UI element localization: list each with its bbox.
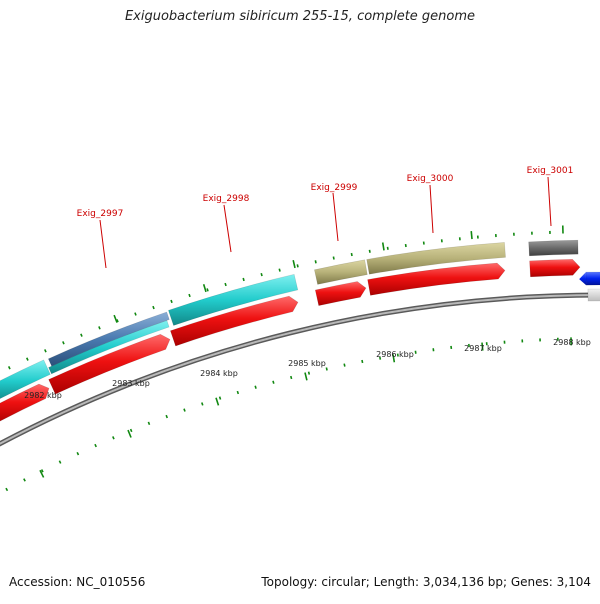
outer-minor-tick: [207, 288, 208, 291]
outer-major-tick: [471, 231, 472, 239]
inner-minor-tick: [273, 381, 274, 384]
inner-major-tick: [305, 373, 307, 381]
gene-label-leader: [224, 205, 231, 252]
inner-minor-tick: [59, 461, 60, 464]
inner-minor-tick: [344, 364, 345, 367]
outer-minor-tick: [189, 294, 190, 297]
outer-minor-tick: [279, 269, 280, 272]
inner-minor-tick: [95, 444, 96, 447]
inner-minor-tick: [42, 469, 43, 472]
inner-minor-tick: [237, 391, 238, 394]
outer-minor-tick: [135, 313, 136, 316]
kbp-scale-label: 2988 kbp: [553, 338, 591, 347]
gene-label-leader: [548, 177, 551, 226]
outer-minor-tick: [153, 306, 154, 309]
inner-major-tick: [128, 430, 131, 437]
outer-minor-tick: [63, 341, 64, 344]
outer-minor-tick: [81, 334, 82, 337]
inner-minor-tick: [309, 372, 310, 375]
cds-arrow-2999[interactable]: [315, 281, 366, 305]
outer-major-tick: [204, 284, 206, 292]
inner-minor-tick: [255, 386, 256, 389]
kbp-scale-label: 2986 kbp: [376, 350, 414, 359]
outer-minor-tick: [261, 273, 262, 276]
inner-minor-tick: [113, 436, 114, 439]
gene-label[interactable]: Exig_2997: [77, 209, 124, 219]
topology-summary-text: Topology: circular; Length: 3,034,136 bp…: [261, 575, 591, 589]
inner-minor-tick: [220, 397, 221, 400]
outer-minor-tick: [369, 250, 370, 253]
outer-minor-tick: [333, 257, 334, 260]
outer-minor-tick: [99, 326, 100, 329]
kbp-scale-label: 2987 kbp: [464, 344, 502, 353]
inner-minor-tick: [6, 488, 7, 491]
outer-minor-tick: [315, 260, 316, 263]
gene-label-leader: [430, 185, 433, 233]
accession-text: Accession: NC_010556: [9, 575, 145, 589]
inner-minor-tick: [166, 415, 167, 418]
kbp-scale-label: 2983 kbp: [112, 379, 150, 388]
inner-minor-tick: [184, 409, 185, 412]
gene-label-leader: [100, 220, 106, 268]
outer-major-tick: [293, 260, 295, 268]
inner-minor-tick: [131, 429, 132, 432]
light-feature-box[interactable]: [588, 289, 600, 301]
inner-minor-tick: [24, 479, 25, 482]
inner-minor-tick: [77, 452, 78, 455]
outer-major-tick: [383, 243, 384, 251]
blue-feature-arrow[interactable]: [586, 272, 600, 285]
gene-label[interactable]: Exig_3000: [407, 174, 454, 184]
outer-minor-tick: [27, 358, 28, 361]
gene-label[interactable]: Exig_2998: [203, 194, 250, 204]
cds-arrow-3001[interactable]: [530, 259, 580, 277]
outer-minor-tick: [297, 264, 298, 267]
kbp-scale-label: 2984 kbp: [200, 369, 238, 378]
gene-label-leader: [333, 193, 338, 241]
outer-minor-tick: [351, 253, 352, 256]
outer-minor-tick: [225, 283, 226, 286]
inner-minor-tick: [148, 422, 149, 425]
gene-box-2999[interactable]: [314, 260, 367, 285]
inner-minor-tick: [362, 360, 363, 363]
blue-feature-arrow-tip: [579, 272, 586, 285]
gene-box-3001[interactable]: [529, 240, 578, 256]
kbp-scale-label: 2985 kbp: [288, 359, 326, 368]
inner-major-tick: [216, 398, 218, 406]
outer-minor-tick: [45, 349, 46, 352]
gene-label[interactable]: Exig_2999: [311, 183, 358, 193]
inner-minor-tick: [326, 367, 327, 370]
inner-minor-tick: [291, 376, 292, 379]
outer-minor-tick: [171, 300, 172, 303]
map-title: Exiguobacterium sibiricum 255-15, comple…: [0, 9, 600, 24]
outer-minor-tick: [243, 278, 244, 281]
outer-minor-tick: [9, 366, 10, 369]
inner-minor-tick: [202, 403, 203, 406]
gene-label[interactable]: Exig_3001: [527, 166, 574, 176]
kbp-scale-label: 2982 kbp: [24, 391, 62, 400]
outer-major-tick: [114, 315, 117, 322]
